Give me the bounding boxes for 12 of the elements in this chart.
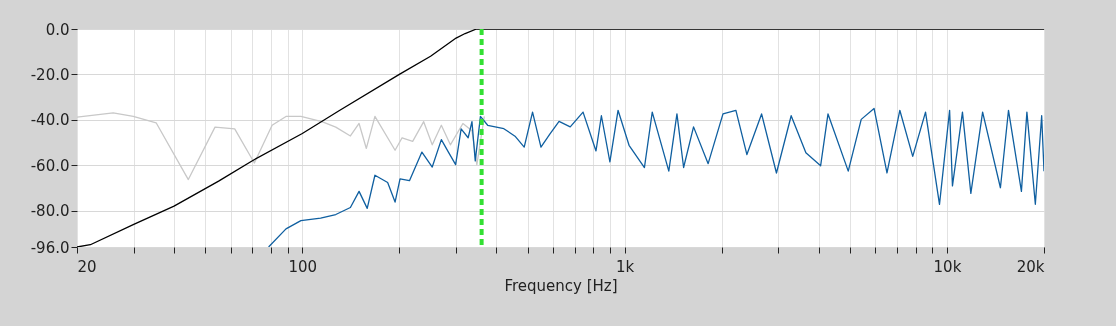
y-tick-label: -96.0	[30, 238, 70, 257]
y-tick-label: -80.0	[30, 202, 70, 221]
x-tick-label: 10k	[933, 257, 962, 276]
y-tick-label: -20.0	[30, 65, 70, 84]
x-tick-label: 1k	[616, 257, 635, 276]
x-tick-label: 20	[77, 257, 97, 276]
x-tick-label: 100	[288, 257, 318, 276]
x-axis-title: Frequency [Hz]	[504, 276, 618, 295]
x-tick-label: 20k	[1016, 257, 1045, 276]
y-tick-label: 0.0	[45, 20, 70, 39]
y-tick-label: -40.0	[30, 111, 70, 130]
y-tick-label: -60.0	[30, 156, 70, 175]
